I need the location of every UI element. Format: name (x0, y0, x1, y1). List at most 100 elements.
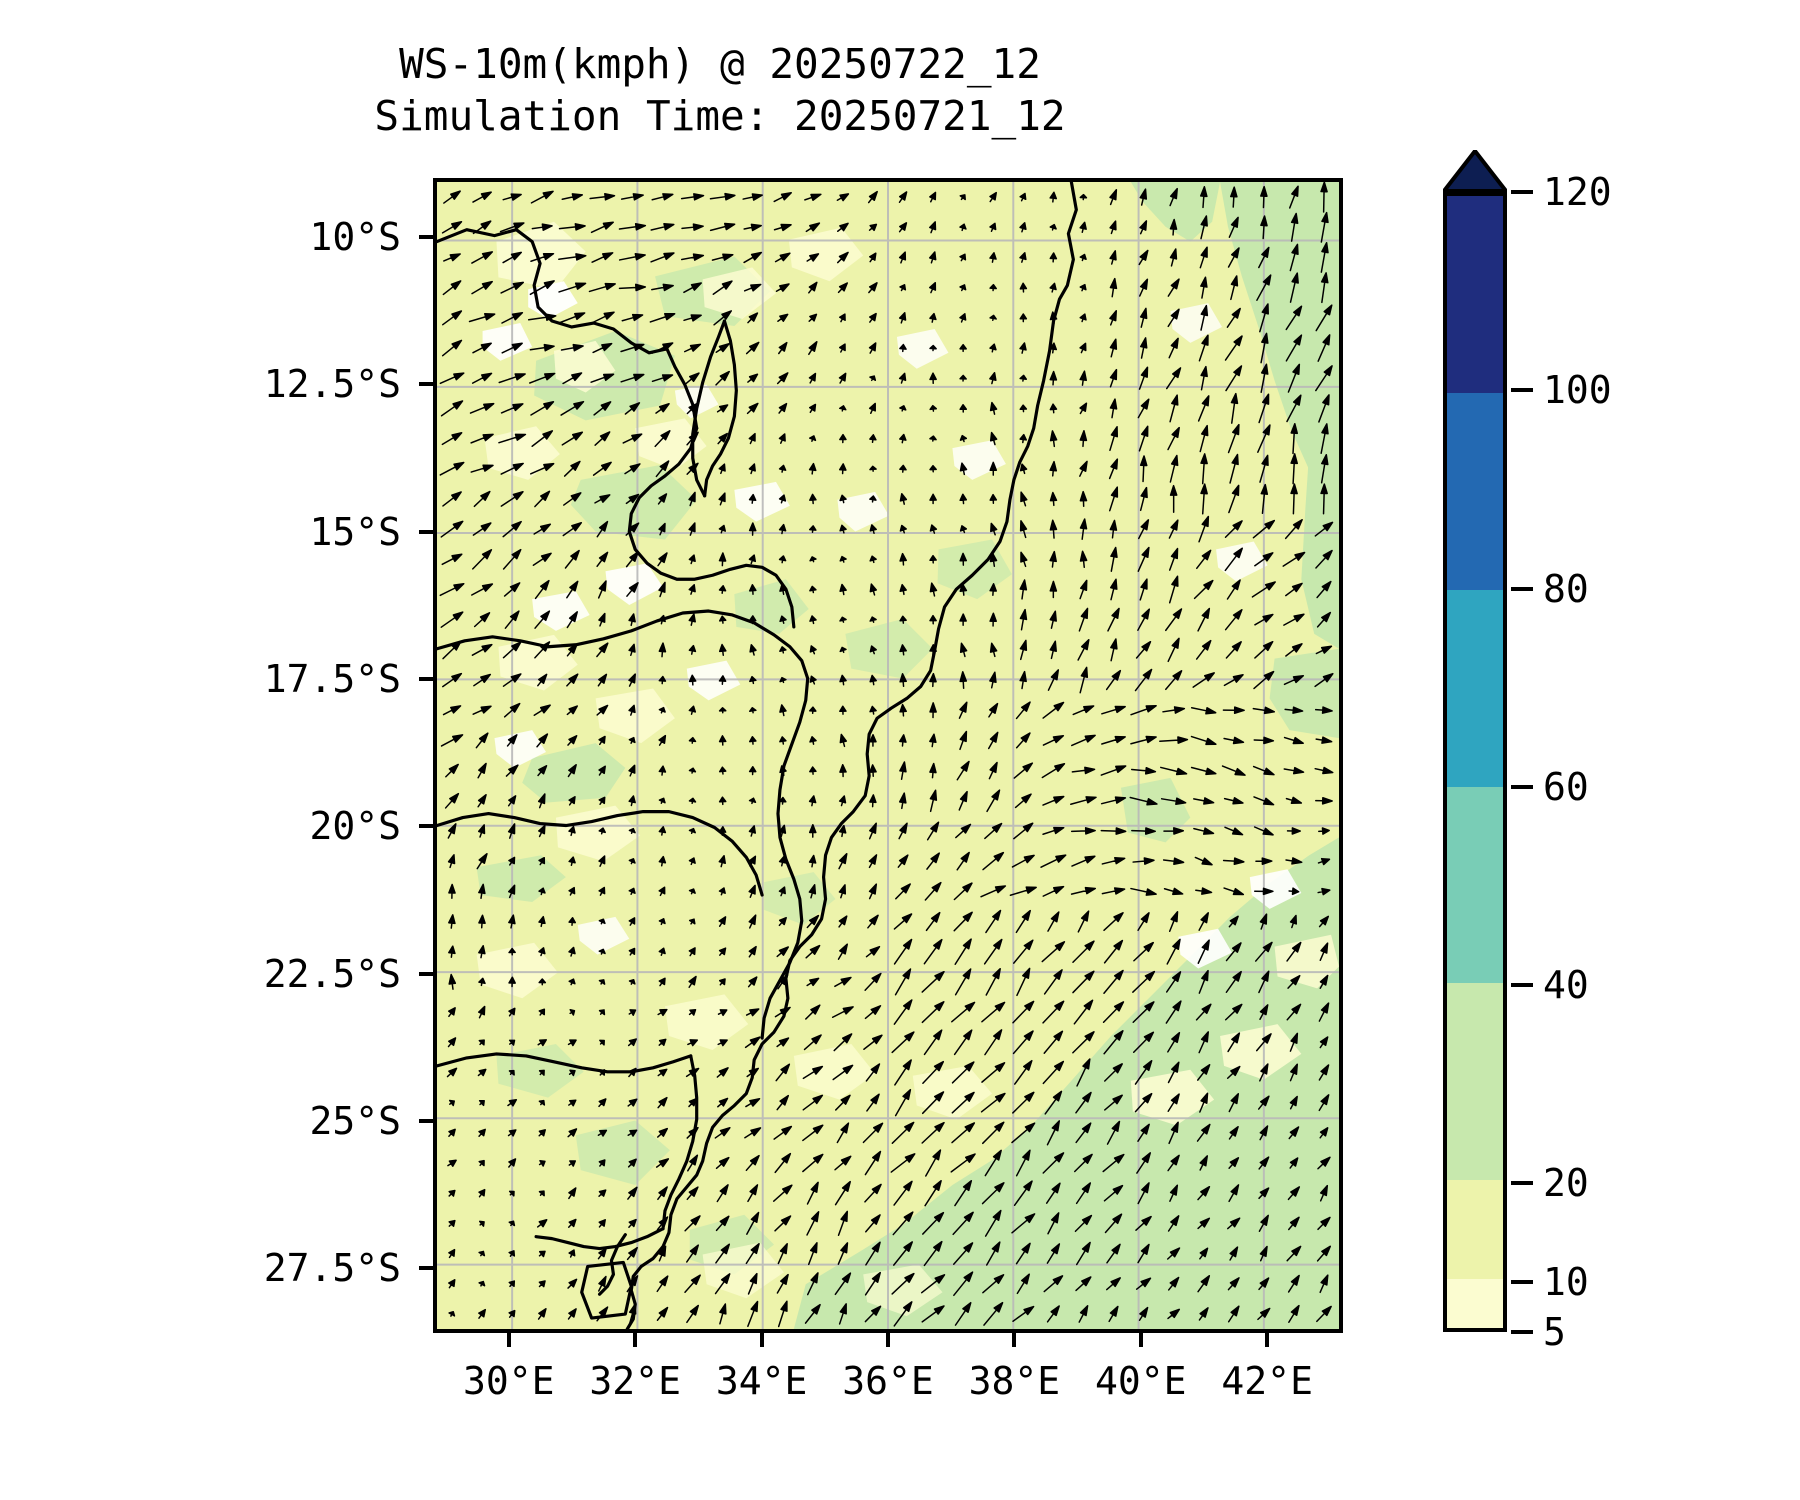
wind-arrow (1315, 736, 1333, 744)
wind-arrow (1316, 1305, 1332, 1323)
wind-arrow (686, 462, 699, 475)
wind-arrow (748, 522, 757, 536)
wind-arrow (1228, 1184, 1240, 1203)
wind-arrow (809, 556, 817, 563)
wind-arrow (989, 283, 997, 292)
wind-arrow (688, 674, 697, 686)
wind-arrow (534, 579, 550, 600)
wind-arrow (657, 1008, 668, 1017)
wind-arrow (567, 763, 577, 778)
wind-arrow (1015, 1242, 1031, 1265)
wind-arrow (658, 886, 666, 897)
wind-arrow (504, 610, 520, 629)
wind-arrow (959, 434, 968, 443)
wind-arrow (1199, 424, 1209, 453)
wind-arrow (1254, 552, 1274, 567)
wind-arrow (469, 402, 495, 414)
wind-arrow (537, 764, 548, 777)
wind-arrow (1258, 1214, 1269, 1233)
y-axis-label: 25°S (309, 1098, 401, 1143)
wind-arrow (477, 1068, 487, 1077)
wind-arrow (1314, 706, 1333, 714)
wind-arrow (658, 1245, 667, 1262)
wind-arrow (534, 610, 551, 629)
wind-arrow (1316, 611, 1332, 628)
wind-arrow (688, 554, 696, 565)
wind-arrow (1107, 607, 1120, 632)
wind-arrow (989, 431, 998, 446)
wind-arrow (598, 1069, 606, 1076)
wind-arrow (658, 522, 666, 536)
wind-arrow (989, 372, 997, 385)
wind-arrow (1105, 669, 1122, 691)
wind-arrow (778, 523, 787, 535)
wind-arrow (928, 251, 937, 264)
wind-arrow (1049, 191, 1058, 203)
wind-arrow (656, 1306, 669, 1322)
wind-arrow (507, 1099, 518, 1107)
wind-arrow (837, 282, 849, 294)
wind-arrow (1166, 938, 1181, 965)
wind-arrow (778, 555, 787, 564)
wind-arrow (1076, 1058, 1091, 1087)
wind-arrow (834, 976, 852, 988)
wind-arrow (534, 641, 551, 659)
wind-arrow (808, 854, 817, 868)
wind-arrow (1072, 970, 1095, 994)
wind-arrow (837, 943, 849, 960)
wind-arrow (1167, 308, 1180, 328)
wind-arrow (778, 341, 788, 355)
wind-arrow (899, 433, 907, 444)
wind-arrow (951, 1122, 976, 1144)
wind-arrow (628, 827, 636, 835)
wind-arrow (625, 551, 639, 568)
wind-arrow (959, 313, 967, 323)
wind-arrow (714, 1126, 731, 1139)
wind-arrow (1197, 1275, 1211, 1293)
wind-arrow (804, 1303, 821, 1324)
y-axis-label: 20°S (309, 804, 401, 849)
wind-arrow (1252, 765, 1275, 776)
wind-arrow (989, 401, 998, 415)
wind-arrow (715, 1156, 730, 1170)
wind-arrow (1019, 342, 1027, 354)
wind-arrow (622, 433, 643, 444)
wind-arrow (683, 314, 702, 322)
map-plot-area[interactable] (433, 178, 1343, 1333)
wind-arrow (1019, 222, 1027, 233)
wind-arrow (1318, 1002, 1330, 1022)
wind-arrow (1197, 607, 1211, 632)
wind-arrow (899, 405, 907, 412)
wind-arrow (954, 1301, 972, 1326)
wind-arrow (980, 885, 1007, 898)
wind-arrow (1043, 1030, 1064, 1054)
wind-arrow (688, 522, 696, 536)
wind-arrow (1079, 193, 1088, 201)
wind-arrow (529, 280, 555, 296)
wind-arrow (1227, 1217, 1241, 1230)
wind-arrow (748, 584, 757, 595)
wind-arrow (1165, 367, 1182, 390)
wind-arrow (867, 190, 878, 204)
wind-arrow (834, 1155, 852, 1171)
wind-arrow (1079, 430, 1088, 448)
wind-arrow (1074, 1153, 1093, 1173)
wind-arrow (688, 827, 696, 835)
wind-arrow (747, 976, 758, 988)
wind-arrow (779, 765, 787, 777)
wind-arrow (745, 1097, 761, 1108)
wind-arrow (508, 856, 516, 866)
wind-arrow (599, 1039, 605, 1046)
wind-arrow (1199, 186, 1208, 209)
wind-arrow (1200, 483, 1208, 515)
wind-arrow (569, 1008, 576, 1016)
wind-arrow (567, 734, 578, 746)
colorbar[interactable]: 5 10 20 40 60 80 100 120 (1437, 150, 1767, 1354)
wind-arrow (598, 1098, 607, 1108)
wind-arrow (560, 400, 585, 416)
wind-arrow (621, 313, 644, 322)
wind-arrow (1159, 736, 1189, 744)
wind-arrow (1110, 546, 1118, 572)
wind-arrow (1047, 911, 1060, 932)
wind-arrow (989, 642, 998, 658)
